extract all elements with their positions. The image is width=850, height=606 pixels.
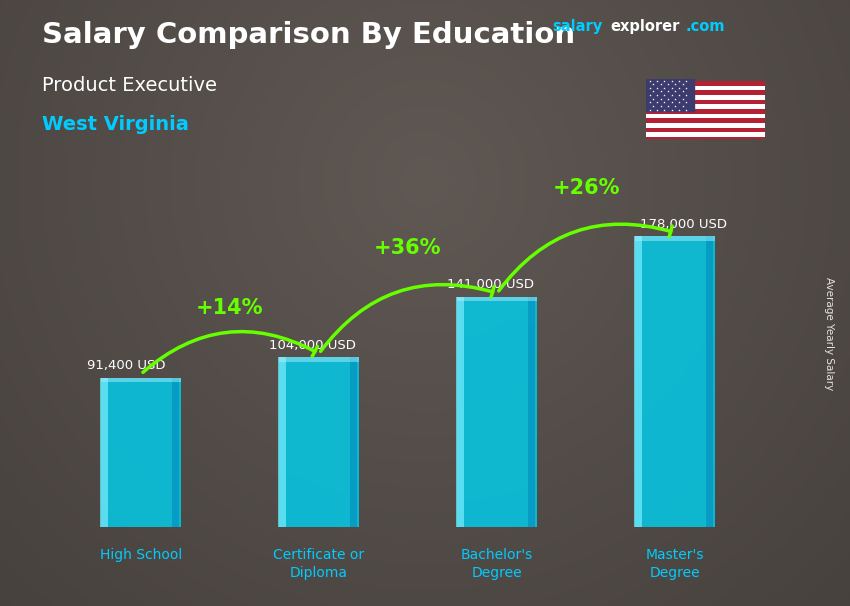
- Bar: [646, 104, 765, 109]
- Bar: [646, 118, 765, 123]
- Bar: [457, 297, 537, 301]
- Bar: [172, 378, 178, 527]
- Text: Salary Comparison By Education: Salary Comparison By Education: [42, 21, 575, 49]
- Text: West Virginia: West Virginia: [42, 115, 190, 134]
- Bar: [646, 109, 765, 114]
- Bar: [278, 358, 286, 527]
- Text: 141,000 USD: 141,000 USD: [447, 278, 534, 291]
- Text: Master's
Degree: Master's Degree: [646, 548, 705, 581]
- Text: salary: salary: [552, 19, 603, 35]
- Bar: [646, 114, 765, 118]
- Text: 91,400 USD: 91,400 USD: [88, 359, 166, 372]
- Text: 104,000 USD: 104,000 USD: [269, 339, 356, 351]
- Text: 178,000 USD: 178,000 USD: [639, 218, 727, 231]
- Bar: [635, 236, 715, 241]
- Bar: [646, 81, 765, 86]
- Text: High School: High School: [99, 548, 182, 562]
- Text: +14%: +14%: [196, 299, 264, 319]
- Text: +26%: +26%: [552, 178, 620, 198]
- Bar: [646, 137, 765, 142]
- Text: Certificate or
Diploma: Certificate or Diploma: [274, 548, 365, 581]
- Bar: [279, 358, 359, 362]
- Bar: [646, 128, 765, 132]
- Text: .com: .com: [686, 19, 725, 35]
- Text: Average Yearly Salary: Average Yearly Salary: [824, 277, 834, 390]
- Bar: [528, 297, 536, 527]
- Bar: [646, 132, 765, 137]
- Text: Bachelor's
Degree: Bachelor's Degree: [461, 548, 533, 581]
- Bar: [101, 378, 181, 527]
- Bar: [634, 236, 643, 527]
- Bar: [646, 90, 765, 95]
- Bar: [100, 378, 108, 527]
- Bar: [646, 95, 765, 100]
- Bar: [101, 378, 181, 382]
- Bar: [350, 358, 357, 527]
- Bar: [706, 236, 713, 527]
- Bar: [279, 358, 359, 527]
- Bar: [646, 86, 765, 90]
- Bar: [646, 100, 765, 104]
- Text: explorer: explorer: [610, 19, 680, 35]
- Bar: [635, 236, 715, 527]
- Bar: [456, 297, 464, 527]
- Bar: [457, 297, 537, 527]
- Text: +36%: +36%: [374, 238, 442, 258]
- Bar: [646, 123, 765, 128]
- Text: Product Executive: Product Executive: [42, 76, 218, 95]
